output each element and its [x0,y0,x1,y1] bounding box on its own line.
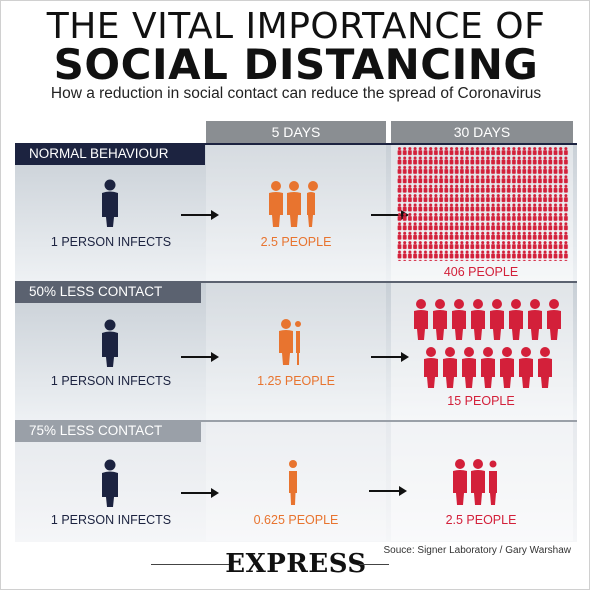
subtitle: How a reduction in social contact can re… [50,85,542,102]
caption-day5-75: 0.625 PEOPLE [253,513,339,527]
person-group-icon [451,459,499,512]
caption-start-normal: 1 PERSON INFECTS [50,235,172,249]
person-crowd-icon [413,299,563,396]
person-group-icon [267,181,319,234]
title-line-2: SOCIAL DISTANCING [53,40,539,89]
person-icon [99,179,121,234]
arrow-right-icon [181,485,219,503]
row-divider-1 [15,143,577,145]
person-fraction-icon [287,459,299,512]
caption-day30-75: 2.5 PEOPLE [445,513,517,527]
row-label-75: 75% LESS CONTACT [15,420,201,442]
caption-day5-50: 1.25 PEOPLE [257,374,335,388]
person-partial-icon [277,319,303,372]
person-icon [99,319,121,374]
arrow-right-icon [371,349,409,367]
source-credit: Souce: Signer Laboratory / Gary Warshaw [383,545,572,556]
row-label-50: 50% LESS CONTACT [15,281,201,303]
row-divider-3 [15,420,577,422]
column-header-5-days: 5 DAYS [206,121,386,143]
row-label-normal: NORMAL BEHAVIOUR [15,143,205,165]
brand-rule-right [359,564,389,565]
row-divider-2 [15,281,577,283]
person-icon [99,459,121,514]
caption-day30-normal: 406 PEOPLE [443,265,519,279]
caption-day30-50: 15 PEOPLE [447,394,515,408]
brand-rule-left [151,564,233,565]
brand-logo: EXPRESS [225,549,367,579]
arrow-right-icon [369,483,407,501]
title-line-1: THE VITAL IMPORTANCE OF [46,6,546,47]
arrow-right-icon [181,207,219,225]
caption-start-75: 1 PERSON INFECTS [50,513,172,527]
person-crowd-icon [397,147,569,266]
arrow-right-icon [181,349,219,367]
caption-start-50: 1 PERSON INFECTS [50,374,172,388]
caption-day5-normal: 2.5 PEOPLE [260,235,332,249]
column-header-30-days: 30 DAYS [391,121,573,143]
